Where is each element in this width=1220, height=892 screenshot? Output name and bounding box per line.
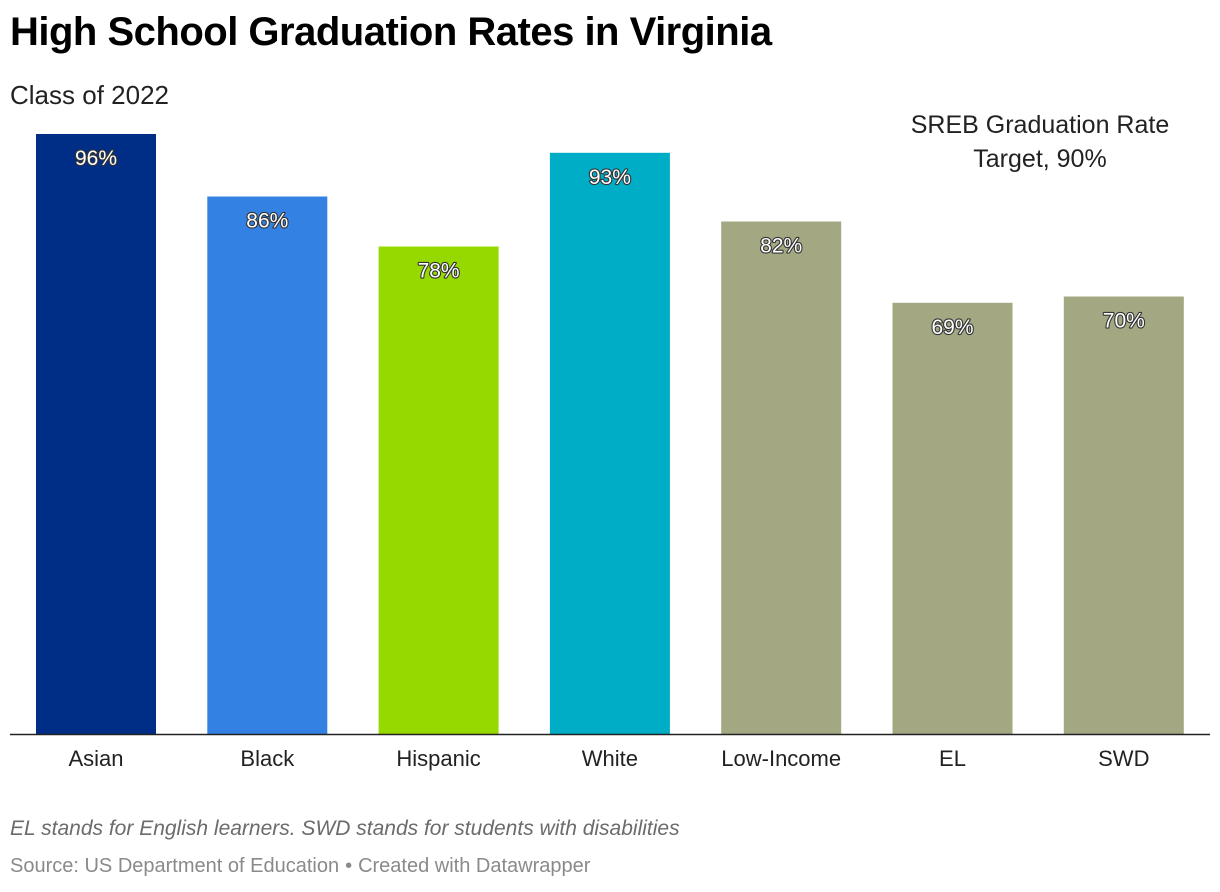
chart-title: High School Graduation Rates in Virginia bbox=[10, 10, 772, 54]
credit-link[interactable]: Created with Datawrapper bbox=[358, 855, 591, 877]
bar-value-label: 86% bbox=[246, 210, 288, 233]
bar-black bbox=[207, 196, 328, 734]
chart-notes: EL stands for English learners. SWD stan… bbox=[10, 817, 680, 840]
bar-hispanic bbox=[378, 246, 499, 734]
bar-swd bbox=[1063, 296, 1184, 734]
bar-value-label: 69% bbox=[931, 316, 973, 339]
x-tick-label: Black bbox=[240, 746, 295, 771]
bar-low-income bbox=[721, 221, 842, 734]
bar-value-label: 70% bbox=[1103, 310, 1145, 333]
bar-el bbox=[892, 302, 1013, 735]
bar-value-label: 93% bbox=[589, 166, 631, 189]
x-tick-label: Low-Income bbox=[721, 746, 841, 771]
x-tick-label: White bbox=[582, 746, 638, 771]
x-tick-label: SWD bbox=[1098, 746, 1149, 771]
chart-source: Source: US Department of Education • Creat… bbox=[10, 855, 590, 878]
bar-value-label: 96% bbox=[75, 147, 117, 170]
separator-dot: • bbox=[345, 855, 353, 877]
x-tick-label: Hispanic bbox=[396, 746, 480, 771]
chart-subtitle: Class of 2022 bbox=[10, 80, 169, 110]
x-tick-label: Asian bbox=[68, 746, 123, 771]
bar-asian bbox=[36, 134, 156, 734]
target-annotation: SREB Graduation Rate Target, 90% bbox=[911, 111, 1169, 173]
bar-white bbox=[549, 152, 670, 735]
bar-value-label: 82% bbox=[760, 235, 802, 258]
annotation-line: Target, 90% bbox=[973, 145, 1106, 173]
x-tick-label: EL bbox=[939, 746, 966, 771]
source-text: Source: US Department of Education bbox=[10, 855, 340, 877]
annotation-line: SREB Graduation Rate bbox=[911, 111, 1169, 139]
bar-value-label: 78% bbox=[418, 260, 460, 283]
